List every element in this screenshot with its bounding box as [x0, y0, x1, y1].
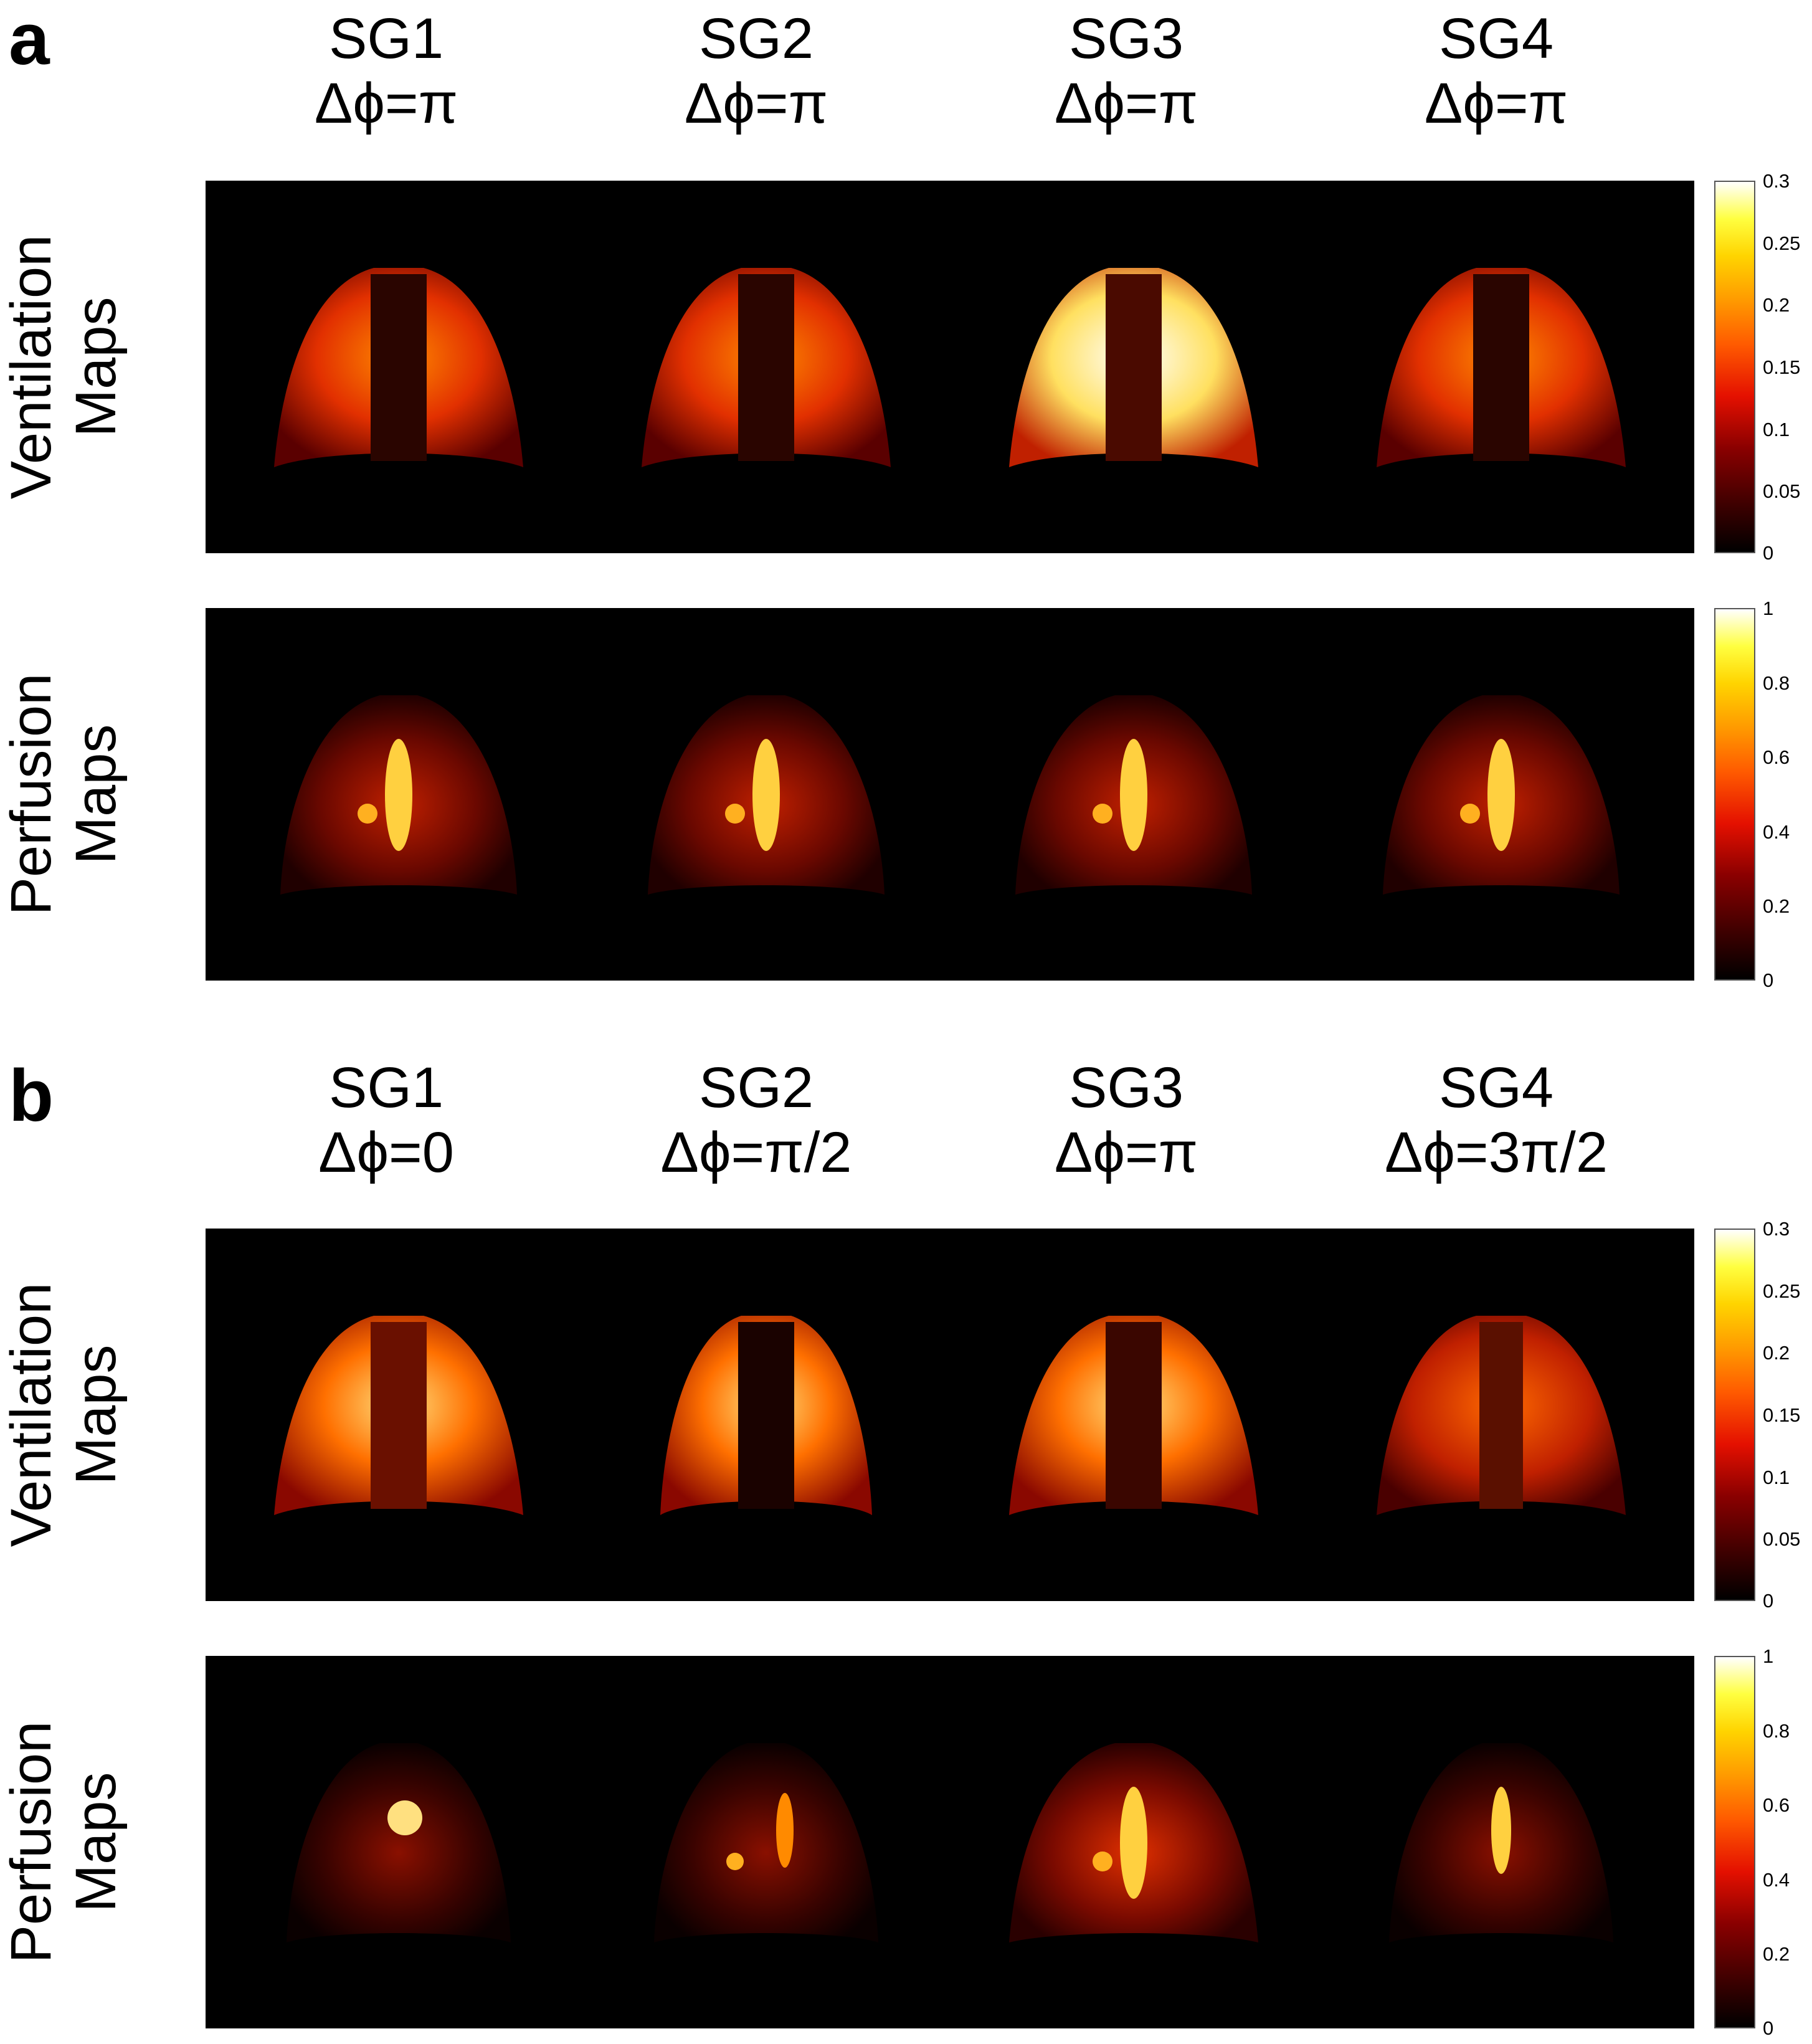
- lung-map-2: [648, 695, 885, 895]
- col-sg-label: SG2: [698, 7, 814, 70]
- col-phase-label: Δϕ=π: [684, 72, 828, 135]
- lung-map-4: [1377, 1316, 1626, 1515]
- colorbar-tick: 1: [1763, 597, 1774, 619]
- lung-map-1: [287, 1743, 511, 1942]
- colorbar-tick: 0.4: [1763, 1869, 1790, 1891]
- colorbar-tick: 0.6: [1763, 746, 1790, 768]
- row-label-line2: Maps: [64, 297, 128, 437]
- lung-map-1: [274, 1316, 523, 1515]
- row-label-line1: Ventilation: [0, 1282, 63, 1547]
- colorbar-tick: 0.1: [1763, 1466, 1790, 1488]
- row-label-line1: Perfusion: [0, 1721, 63, 1964]
- lung-map-3: [1009, 268, 1258, 467]
- lung-map-4: [1389, 1743, 1613, 1942]
- panel-a-perfusion-maps: [206, 608, 1694, 981]
- panel-b-perfusion-maps: [206, 1656, 1694, 2028]
- col-sg-label: SG1: [328, 1056, 444, 1119]
- lung-map-4: [1377, 268, 1626, 467]
- colorbar-tick: 0: [1763, 969, 1774, 991]
- col-sg-label: SG2: [698, 1056, 814, 1119]
- col-phase-label: Δϕ=π: [1054, 72, 1198, 135]
- colorbar-tick: 0.1: [1763, 419, 1790, 440]
- lung-map-3: [1015, 695, 1252, 895]
- col-sg-label: SG3: [1068, 1056, 1184, 1119]
- lung-map-2: [660, 1316, 872, 1515]
- lung-map-4: [1383, 695, 1620, 895]
- row-label-line1: Ventilation: [0, 234, 63, 500]
- colorbar-tick: 0.8: [1763, 672, 1790, 694]
- panel-a-col4-heading: SG4 Δϕ=π: [1365, 6, 1627, 136]
- colorbar-tick: 0: [1763, 1590, 1774, 1612]
- colorbar-tick: 0.3: [1763, 170, 1790, 192]
- colorbar-tick: 0.2: [1763, 895, 1790, 917]
- panel-a-perfusion-colorbar: [1714, 608, 1755, 981]
- panel-a-letter: a: [9, 0, 50, 80]
- panel-b-perfusion-colorbar: [1714, 1656, 1755, 2028]
- colorbar-tick: 0.2: [1763, 294, 1790, 316]
- lung-map-1: [280, 695, 517, 895]
- colorbar-tick: 0.3: [1763, 1218, 1790, 1240]
- col-sg-label: SG3: [1068, 7, 1184, 70]
- col-phase-label: Δϕ=π/2: [660, 1121, 852, 1184]
- panel-b-col4-heading: SG4 Δϕ=3π/2: [1365, 1055, 1627, 1185]
- lung-map-1: [274, 268, 523, 467]
- colorbar-tick: 0: [1763, 2017, 1774, 2039]
- panel-b-ventilation-row-label: Ventilation Maps: [0, 1215, 136, 1614]
- colorbar-tick: 0.25: [1763, 1280, 1801, 1302]
- panel-a-ventilation-colorbar: [1714, 181, 1755, 553]
- col-phase-label: Δϕ=π: [314, 72, 458, 135]
- lung-map-3: [1009, 1316, 1258, 1515]
- panel-a-col3-heading: SG3 Δϕ=π: [995, 6, 1257, 136]
- lung-map-2: [654, 1743, 878, 1942]
- col-phase-label: Δϕ=π: [1424, 72, 1568, 135]
- row-label-line1: Perfusion: [0, 673, 63, 916]
- colorbar-tick: 0.15: [1763, 1404, 1801, 1426]
- panel-b-col1-heading: SG1 Δϕ=0: [255, 1055, 517, 1185]
- colorbar-tick: 0: [1763, 542, 1774, 564]
- lung-map-2: [642, 268, 891, 467]
- colorbar-tick: 0.2: [1763, 1943, 1790, 1965]
- panel-b-ventilation-maps: [206, 1229, 1694, 1601]
- col-phase-label: Δϕ=π: [1054, 1121, 1198, 1184]
- colorbar-tick: 0.15: [1763, 356, 1801, 378]
- panel-a-ventilation-maps: [206, 181, 1694, 553]
- col-sg-label: SG1: [328, 7, 444, 70]
- panel-b-perfusion-row-label: Perfusion Maps: [0, 1643, 136, 2042]
- colorbar-tick: 1: [1763, 1645, 1774, 1667]
- panel-b-col2-heading: SG2 Δϕ=π/2: [625, 1055, 887, 1185]
- col-sg-label: SG4: [1438, 1056, 1554, 1119]
- panel-b-ventilation-colorbar: [1714, 1229, 1755, 1601]
- panel-a-col2-heading: SG2 Δϕ=π: [625, 6, 887, 136]
- colorbar-tick: 0.4: [1763, 821, 1790, 843]
- lung-map-3: [1009, 1743, 1258, 1942]
- colorbar-tick: 0.05: [1763, 1528, 1801, 1550]
- colorbar-tick: 0.8: [1763, 1720, 1790, 1742]
- colorbar-tick: 0.6: [1763, 1794, 1790, 1816]
- row-label-line2: Maps: [64, 1772, 128, 1913]
- colorbar-tick: 0.05: [1763, 480, 1801, 502]
- colorbar-tick: 0.25: [1763, 232, 1801, 254]
- col-phase-label: Δϕ=0: [318, 1121, 454, 1184]
- panel-a-col1-heading: SG1 Δϕ=π: [255, 6, 517, 136]
- row-label-line2: Maps: [64, 724, 128, 865]
- col-sg-label: SG4: [1438, 7, 1554, 70]
- panel-b-letter: b: [9, 1055, 54, 1137]
- colorbar-tick: 0.2: [1763, 1342, 1790, 1364]
- col-phase-label: Δϕ=3π/2: [1384, 1121, 1608, 1184]
- panel-a-perfusion-row-label: Perfusion Maps: [0, 595, 136, 994]
- row-label-line2: Maps: [64, 1344, 128, 1485]
- panel-b-col3-heading: SG3 Δϕ=π: [995, 1055, 1257, 1185]
- panel-a-ventilation-row-label: Ventilation Maps: [0, 168, 136, 566]
